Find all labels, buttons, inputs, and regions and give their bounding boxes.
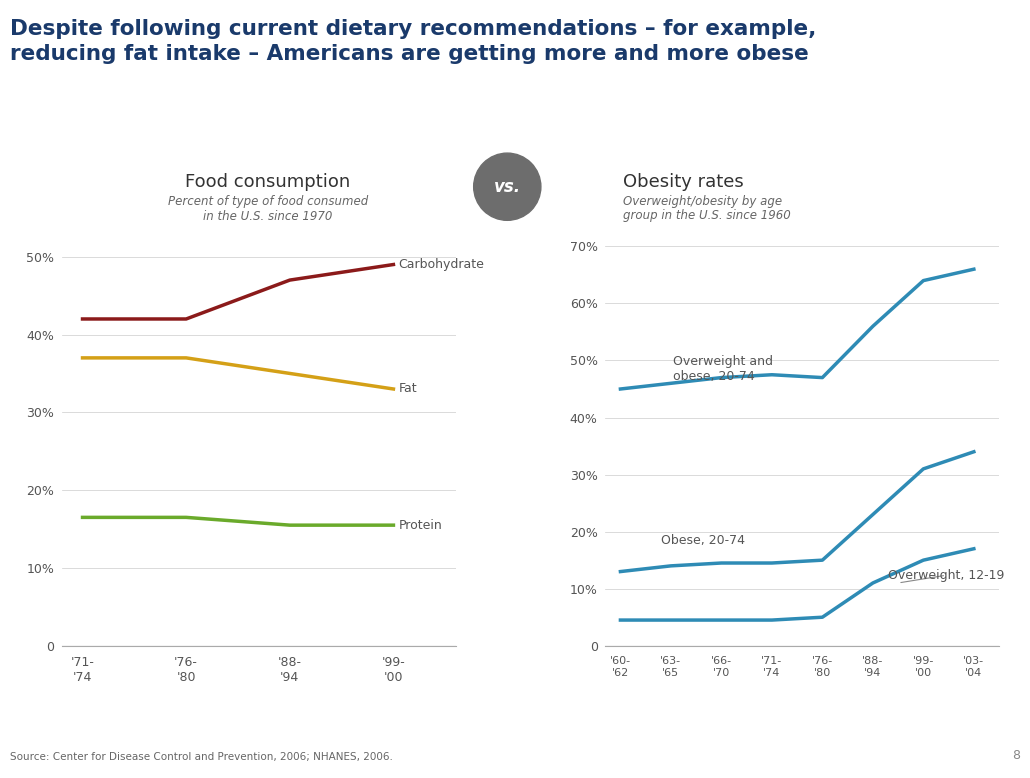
Text: Overweight and
obese, 20-74: Overweight and obese, 20-74: [674, 355, 774, 383]
Text: Carbohydrate: Carbohydrate: [399, 258, 484, 271]
Text: Despite following current dietary recommendations – for example,
reducing fat in: Despite following current dietary recomm…: [10, 19, 817, 65]
Text: Fat: Fat: [399, 383, 417, 395]
Text: Food consumption: Food consumption: [185, 173, 350, 191]
Text: Protein: Protein: [399, 519, 442, 531]
Text: Overweight/obesity by age
group in the U.S. since 1960: Overweight/obesity by age group in the U…: [623, 194, 791, 223]
Circle shape: [474, 153, 541, 220]
Text: Percent of type of food consumed
in the U.S. since 1970: Percent of type of food consumed in the …: [168, 194, 368, 223]
Text: vs.: vs.: [493, 177, 521, 196]
Text: 8: 8: [1011, 749, 1020, 762]
Text: Obesity rates: Obesity rates: [623, 173, 744, 191]
Text: Overweight, 12-19: Overweight, 12-19: [888, 569, 1004, 583]
Text: Obese, 20-74: Obese, 20-74: [661, 534, 745, 548]
Text: Source: Center for Disease Control and Prevention, 2006; NHANES, 2006.: Source: Center for Disease Control and P…: [10, 752, 393, 762]
